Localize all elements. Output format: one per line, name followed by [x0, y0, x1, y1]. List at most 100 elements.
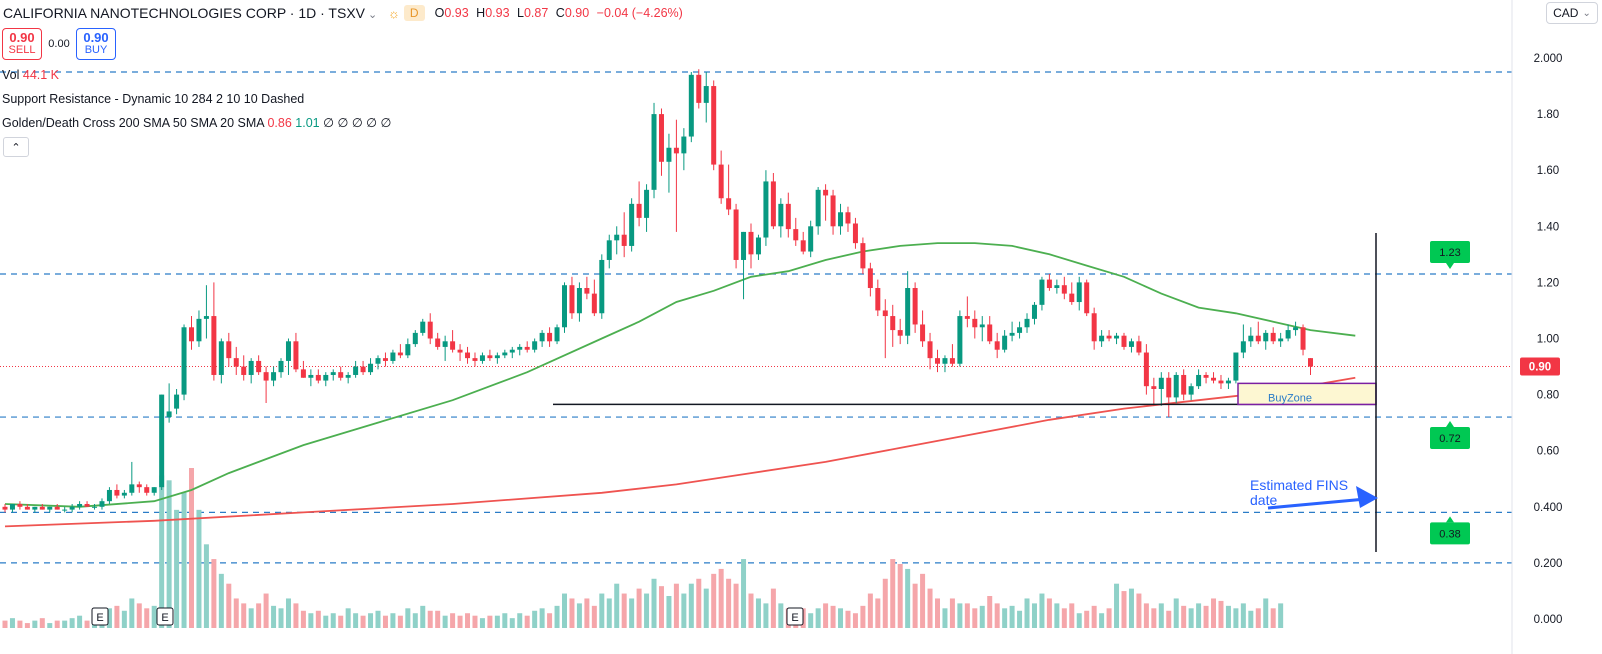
volume-bar — [502, 613, 508, 628]
annotation-text: date — [1250, 492, 1277, 508]
candle-body — [1188, 386, 1194, 395]
volume-bar — [308, 613, 314, 628]
candle-body — [323, 374, 329, 381]
chevron-down-icon[interactable]: ⌄ — [368, 9, 378, 21]
candle-body — [591, 293, 597, 314]
buy-label: BUY — [84, 44, 108, 56]
symbol-title[interactable]: CALIFORNIA NANOTECHNOLOGIES CORP · 1D · … — [3, 5, 365, 21]
low-value: 0.87 — [523, 6, 549, 20]
earnings-marker — [786, 607, 804, 626]
candle-body — [1151, 386, 1157, 389]
candle-body — [1121, 335, 1127, 347]
legend-support-resistance[interactable]: Support Resistance - Dynamic 10 284 2 10… — [2, 92, 304, 106]
volume-bar — [315, 610, 321, 628]
candle-body — [1031, 304, 1037, 319]
candle-body — [927, 341, 933, 359]
candle-body — [599, 259, 605, 314]
volume-bar — [838, 608, 844, 628]
buy-price: 0.90 — [83, 30, 109, 45]
candle-body — [136, 484, 142, 488]
candle-body — [1203, 374, 1209, 378]
volume-bar — [323, 615, 329, 628]
candle-body — [584, 288, 590, 294]
volume-bar — [1158, 603, 1164, 628]
volume-bar — [621, 593, 627, 628]
candle-body — [457, 349, 463, 353]
candle-body — [203, 316, 209, 319]
candle-body — [24, 506, 30, 510]
candle-body — [1136, 341, 1142, 353]
candle-body — [808, 226, 814, 252]
candle-body — [897, 330, 903, 336]
sma50-line — [4, 242, 1356, 508]
candle-body — [92, 506, 98, 508]
legend-golden-death-cross[interactable]: Golden/Death Cross 200 SMA 50 SMA 20 SMA… — [2, 115, 391, 130]
candle-body — [263, 372, 269, 381]
volume-bar — [17, 620, 23, 628]
gdc-value-2: 1.01 — [295, 116, 320, 130]
volume-bar — [912, 583, 918, 628]
legend-volume[interactable]: Vol 44.1 K — [2, 68, 59, 82]
candle-body — [345, 374, 351, 378]
volume-bar — [845, 610, 851, 628]
candle-body — [920, 324, 926, 342]
vol-label: Vol — [2, 68, 20, 82]
volume-bar — [673, 583, 679, 628]
candle-body — [688, 74, 694, 137]
candle-body — [241, 366, 247, 375]
volume-bar — [584, 598, 590, 628]
candle-body — [606, 240, 612, 260]
earnings-marker-label: E — [791, 612, 798, 624]
sr-label: Support Resistance - Dynamic 10 284 2 10… — [2, 92, 305, 106]
market-status[interactable]: ☼ D — [388, 5, 425, 21]
candle-body — [770, 181, 776, 227]
candle-body — [2, 506, 8, 510]
candle-body — [532, 341, 538, 350]
volume-bar — [890, 559, 896, 628]
volume-bar — [509, 618, 515, 628]
price-tick-label: 1.20 — [1537, 277, 1559, 289]
candle-body — [994, 341, 1000, 350]
candle-body — [435, 338, 441, 347]
volume-bar — [644, 593, 650, 628]
candle-body — [1255, 335, 1261, 342]
candle-body — [987, 324, 993, 342]
candle-body — [1039, 279, 1045, 305]
volume-bar — [1121, 591, 1127, 628]
volume-bars — [2, 468, 1284, 628]
sun-icon: ☼ — [388, 5, 400, 21]
price-tick-label: 0.200 — [1534, 558, 1563, 570]
level-label-box — [1430, 240, 1470, 263]
candle-body — [867, 268, 873, 289]
volume-bar — [285, 598, 291, 628]
volume-bar — [987, 596, 993, 628]
candle-body — [554, 327, 560, 342]
level-label-box — [1430, 427, 1470, 450]
candle-body — [233, 358, 239, 367]
gdc-value-rest: ∅ ∅ ∅ ∅ ∅ — [323, 116, 392, 130]
volume-bar — [479, 618, 485, 628]
sell-label: SELL — [8, 44, 36, 56]
candle-body — [256, 360, 262, 373]
price-tick-label: 0.60 — [1537, 446, 1559, 458]
annotation-arrow-shaft — [1267, 497, 1367, 510]
candle-body — [1002, 335, 1008, 350]
volume-bar — [166, 480, 172, 628]
currency-selector[interactable]: CAD ⌄ — [1546, 2, 1598, 24]
sell-button[interactable]: 0.90 SELL — [2, 28, 42, 60]
level-label-pointer — [1446, 262, 1454, 269]
candle-body — [32, 506, 38, 510]
volume-bar — [808, 613, 814, 628]
buy-button[interactable]: 0.90 BUY — [76, 28, 116, 60]
collapse-legend-button[interactable]: ⌃ — [3, 137, 29, 157]
candle-body — [1106, 335, 1112, 339]
price-axis: 2.000 1.80 1.60 1.40 1.20 1.00 0.80 0.60 0.400 0.… — [1511, 0, 1563, 654]
candle-body — [1128, 341, 1134, 347]
sma200-series — [4, 376, 1356, 528]
volume-bar — [1054, 603, 1060, 628]
candle-body — [1061, 285, 1067, 294]
volume-bar — [830, 605, 836, 628]
volume-bar — [763, 603, 769, 628]
candle-body — [1211, 377, 1217, 381]
